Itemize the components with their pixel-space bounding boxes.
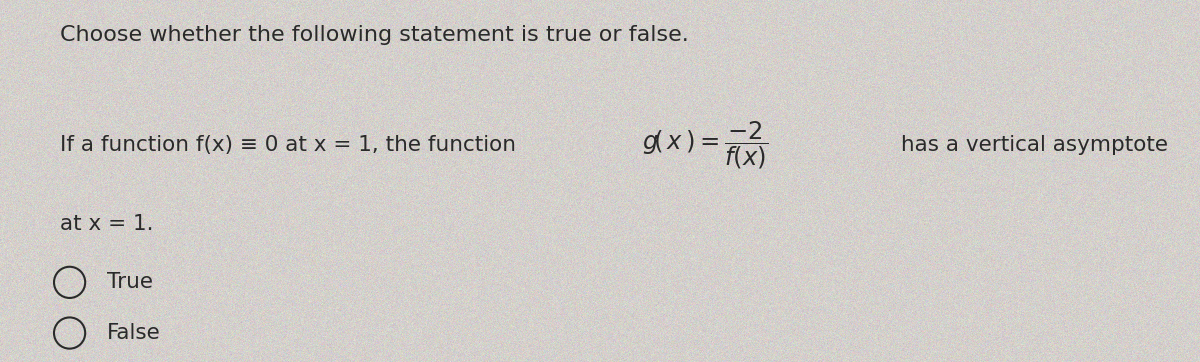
Text: at x = 1.: at x = 1. (60, 214, 154, 235)
Text: If a function f(x) ≡ 0 at x = 1, the function: If a function f(x) ≡ 0 at x = 1, the fun… (60, 135, 523, 155)
Text: True: True (107, 272, 152, 292)
Text: $g\!\left(\,x\,\right) = \dfrac{-2}{f(x)}$: $g\!\left(\,x\,\right) = \dfrac{-2}{f(x)… (642, 119, 768, 171)
Text: False: False (107, 323, 161, 343)
Text: Choose whether the following statement is true or false.: Choose whether the following statement i… (60, 25, 689, 45)
Text: has a vertical asymptote: has a vertical asymptote (894, 135, 1168, 155)
